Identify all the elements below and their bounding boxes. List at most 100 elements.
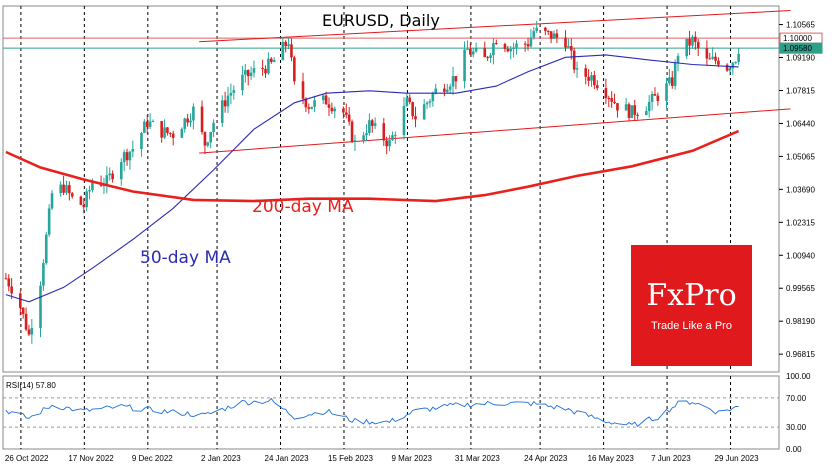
candle-body (616, 103, 619, 111)
candle-body (169, 132, 172, 134)
y-tick-label: 0.98190 (786, 317, 815, 326)
candle-body (171, 133, 175, 138)
candle-body (665, 83, 668, 101)
candle-body (365, 133, 368, 136)
candle-body (650, 93, 654, 102)
candle-body (189, 120, 192, 123)
candle-body (546, 30, 550, 32)
candle-body (714, 56, 717, 61)
candle-body (610, 98, 613, 102)
candle-body (668, 77, 671, 84)
y-tick-label: 0.96815 (786, 350, 815, 359)
x-tick-label: 29 Jun 2023 (715, 454, 760, 463)
candle-body (327, 104, 331, 108)
candle-body (555, 33, 559, 38)
candle-body (725, 64, 729, 71)
candle-body (402, 105, 406, 136)
candle-body (119, 162, 123, 180)
candle-body (509, 48, 513, 52)
x-tick-label: 24 Apr 2023 (524, 454, 568, 463)
candle-body (244, 70, 247, 75)
candle-body (394, 135, 397, 137)
candle-body (567, 46, 570, 48)
candle-body (290, 44, 293, 58)
candle-body (584, 68, 588, 77)
candle-body (293, 57, 296, 82)
candle-body (284, 41, 288, 47)
ma50-line (5, 54, 739, 303)
candle-body (483, 48, 487, 58)
candle-body (128, 151, 132, 161)
candle-body (373, 123, 377, 126)
candle-body (613, 101, 616, 104)
candle-body (694, 36, 697, 42)
candle-body (4, 278, 8, 280)
candle-body (226, 95, 230, 107)
rsi-tick-label: 0.00 (786, 445, 802, 454)
candle-body (653, 93, 657, 96)
candle-body (526, 44, 530, 47)
candle-body (731, 62, 735, 69)
candle-body (166, 127, 169, 133)
candle-body (310, 106, 313, 109)
candle-body (272, 60, 276, 62)
x-tick-label: 16 May 2023 (588, 454, 635, 463)
candle-body (647, 101, 651, 112)
candle-body (515, 43, 518, 48)
candle-body (443, 88, 446, 92)
candle-body (324, 95, 328, 105)
price-level-label: 1.09580 (783, 44, 812, 53)
candle-body (180, 128, 184, 138)
candle-body (7, 278, 11, 287)
candle-body (587, 76, 590, 81)
candle-body (246, 70, 250, 77)
candle-body (91, 182, 94, 190)
candle-body (448, 86, 452, 90)
rsi-line (5, 397, 739, 428)
x-tick-label: 17 Nov 2022 (68, 454, 114, 463)
candle-body (535, 27, 538, 31)
candle-body (27, 329, 31, 335)
candle-body (506, 48, 510, 52)
candle-body (630, 105, 634, 118)
candle-body (688, 38, 691, 46)
candle-body (569, 46, 573, 51)
candle-body (492, 43, 495, 56)
candle-body (200, 106, 204, 133)
fxpro-logo: FxPro Trade Like a Pro (631, 245, 752, 366)
candle-body (252, 68, 256, 73)
candle-body (431, 93, 435, 102)
candle-body (321, 95, 325, 101)
candle-body (454, 76, 458, 82)
candle-body (728, 68, 732, 71)
candle-body (68, 185, 71, 194)
candle-body (463, 49, 466, 82)
candle-body (249, 72, 253, 77)
candle-body (471, 51, 475, 55)
candle-body (673, 62, 677, 86)
candle-body (21, 307, 25, 314)
candle-body (223, 100, 227, 107)
candle-body (408, 97, 412, 103)
candle-body (636, 114, 639, 116)
channel-upper-line (199, 10, 791, 43)
candle-body (604, 88, 608, 98)
candle-body (304, 98, 308, 108)
candle-body (362, 135, 365, 141)
candle-body (656, 95, 660, 101)
candle-body (88, 189, 91, 192)
y-tick-label: 1.10565 (786, 21, 815, 30)
candle-body (44, 234, 48, 264)
candle-body (333, 108, 337, 112)
candle-body (385, 140, 388, 147)
candle-body (183, 118, 187, 129)
ma200-line (5, 129, 740, 203)
candle-body (203, 132, 207, 146)
candle-body (696, 41, 700, 49)
candle-body (85, 191, 88, 208)
candle-body (708, 58, 712, 60)
candle-body (489, 55, 492, 58)
candle-body (670, 77, 674, 86)
candle-body (241, 74, 244, 91)
